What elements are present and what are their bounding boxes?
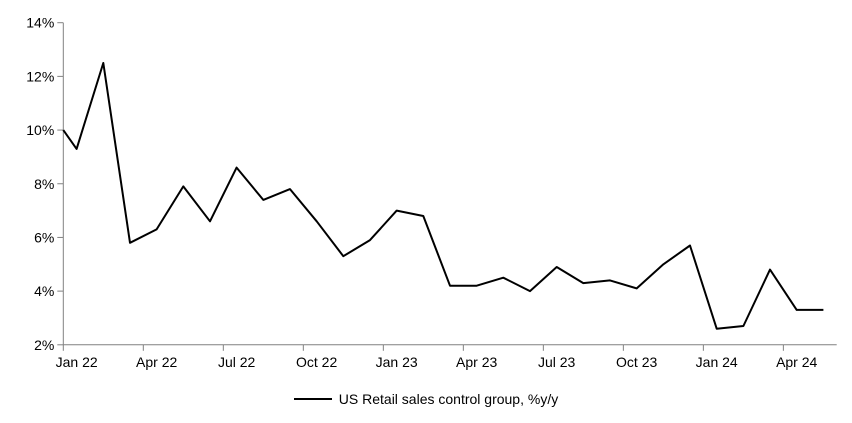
y-axis-tick-label: 4%: [34, 283, 54, 299]
series-line: [62, 62, 824, 330]
x-axis-tick-label: Apr 22: [136, 354, 177, 370]
x-axis-tick-label: Oct 22: [296, 354, 337, 370]
x-axis-tick-label: Jul 22: [218, 354, 256, 370]
y-axis-tick-label: 6%: [34, 229, 54, 245]
y-axis-tick-label: 12%: [26, 68, 54, 84]
y-axis-tick-label: 10%: [26, 122, 54, 138]
x-axis-tick-label: Oct 23: [616, 354, 657, 370]
x-axis-tick-label: Jan 24: [696, 354, 738, 370]
x-axis-tick-label: Apr 23: [456, 354, 497, 370]
x-axis-tick-label: Jan 22: [56, 354, 98, 370]
legend-label: US Retail sales control group, %y/y: [338, 391, 559, 407]
legend-line-swatch: [293, 398, 332, 400]
y-axis-tick-label: 14%: [26, 15, 54, 31]
chart-legend: US Retail sales control group, %y/y: [0, 390, 852, 408]
y-axis-tick-label: 2%: [34, 337, 54, 353]
x-axis-tick-label: Jul 23: [538, 354, 576, 370]
y-axis-tick-label: 8%: [34, 176, 54, 192]
x-axis-tick-label: Jan 23: [376, 354, 418, 370]
x-axis-tick-label: Apr 24: [776, 354, 817, 370]
chart-canvas: 2% 4% 6% 8% 10% 12% 14% Jan 22 Apr 22 Jul 22 Oct 2…: [26, 15, 837, 370]
